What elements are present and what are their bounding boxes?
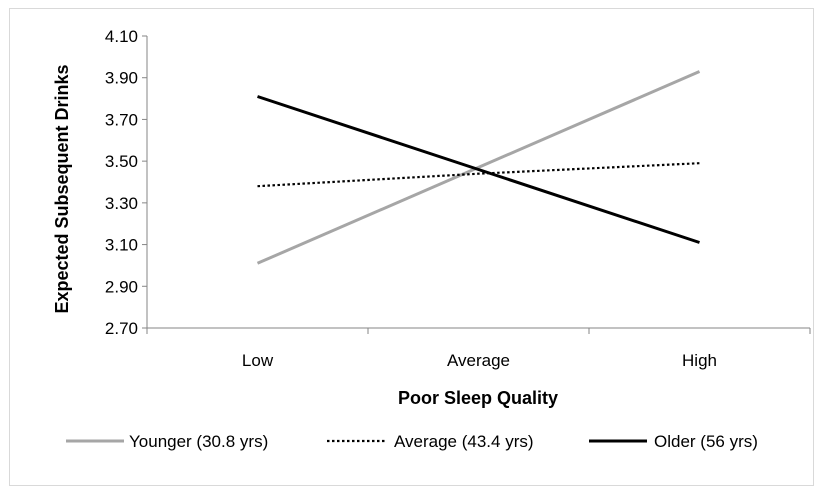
x-axis-title: Poor Sleep Quality [398,388,558,408]
series-layer [256,70,701,265]
y-axis: 2.70 2.90 3.10 3.30 3.50 3.70 3.90 4.10 [105,27,148,338]
legend-label-2: Average (43.4 yrs) [394,432,534,451]
legend-label-1: Younger (30.8 yrs) [129,432,268,451]
y-tick-label: 3.70 [105,110,138,129]
y-tick-label: 2.70 [105,319,138,338]
chart-frame [9,8,814,486]
x-axis: Low Average High [146,327,811,370]
y-axis-title: Expected Subsequent Drinks [52,64,72,313]
x-tick-label: Average [447,351,510,370]
y-tick-label: 3.90 [105,69,138,88]
series-line-2 [257,162,700,188]
x-tick-label: Low [242,351,274,370]
series-line-1 [256,70,701,265]
y-tick-label: 2.90 [105,277,138,296]
y-tick-label: 3.30 [105,194,138,213]
legend-label-3: Older (56 yrs) [654,432,758,451]
y-tick-label: 4.10 [105,27,138,46]
y-tick-label: 3.50 [105,152,138,171]
y-tick-label: 3.10 [105,236,138,255]
legend: Younger (30.8 yrs) Average (43.4 yrs) Olde… [66,432,758,451]
series-line-3 [257,95,700,244]
x-tick-label: High [682,351,717,370]
